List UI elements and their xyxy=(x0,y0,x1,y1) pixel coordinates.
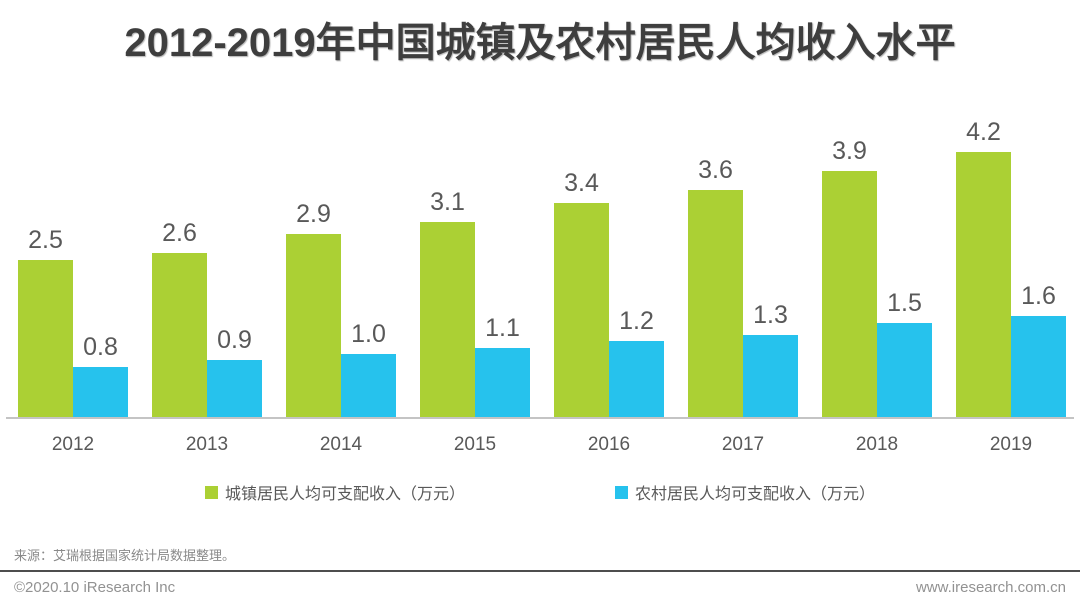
urban-value-label: 2.5 xyxy=(28,225,63,254)
legend: 城镇居民人均可支配收入（万元） 农村居民人均可支配收入（万元） xyxy=(0,480,1080,504)
rural-bar-col: 1.0 xyxy=(341,321,396,417)
urban-bar xyxy=(152,253,207,417)
urban-bar-col: 2.9 xyxy=(286,201,341,417)
bar-group-2018: 3.9 1.5 xyxy=(822,138,932,417)
legend-item-rural: 农村居民人均可支配收入（万元） xyxy=(615,480,875,504)
rural-value-label: 1.5 xyxy=(887,288,922,317)
bar-group-2016: 3.4 1.2 xyxy=(554,170,664,417)
urban-bar-col: 3.9 xyxy=(822,138,877,417)
rural-bar-col: 1.6 xyxy=(1011,283,1066,417)
urban-bar-col: 4.2 xyxy=(956,119,1011,417)
x-axis-label-2016: 2016 xyxy=(587,434,631,455)
urban-bar-col: 2.5 xyxy=(18,225,73,417)
rural-value-label: 1.1 xyxy=(485,313,520,342)
urban-value-label: 3.6 xyxy=(698,156,733,185)
bar-group-2013: 2.6 0.9 xyxy=(152,220,262,417)
bar-group-2014: 2.9 1.0 xyxy=(286,201,396,417)
urban-value-label: 4.2 xyxy=(966,118,1001,147)
legend-label-rural: 农村居民人均可支配收入（万元） xyxy=(635,486,876,503)
legend-item-urban: 城镇居民人均可支配收入（万元） xyxy=(204,480,465,504)
rural-bar xyxy=(475,347,530,417)
source-note: 来源：艾瑞根据国家统计局数据整理。 xyxy=(14,548,236,563)
bar-group-2017: 3.6 1.3 xyxy=(688,157,798,417)
rural-bar xyxy=(1011,316,1066,417)
urban-bar-col: 3.4 xyxy=(554,170,609,417)
x-axis-label-2018: 2018 xyxy=(855,434,899,455)
rural-bar xyxy=(743,335,798,417)
footer-copyright: ©2020.10 iResearch Inc xyxy=(14,579,176,596)
rural-bar xyxy=(877,322,932,417)
x-axis-label-2015: 2015 xyxy=(453,434,497,455)
bar-group-2012: 2.5 0.8 xyxy=(18,225,128,417)
plot-area: 2.5 0.8 2.6 0.9 2.9 1.0 3.1 1.1 3.4 1.2 3.6 1.3 3.9 1… xyxy=(18,117,1066,417)
footer-website: www.iresearch.com.cn xyxy=(915,579,1066,596)
rural-bar-col: 0.8 xyxy=(73,334,128,417)
urban-bar xyxy=(822,171,877,417)
urban-bar-col: 3.1 xyxy=(420,189,475,417)
rural-bar-col: 1.5 xyxy=(877,288,932,417)
urban-bar xyxy=(18,259,73,417)
urban-bar xyxy=(286,234,341,417)
legend-swatch-icon xyxy=(615,485,628,499)
urban-value-label: 3.9 xyxy=(832,137,867,166)
urban-value-label: 3.4 xyxy=(564,168,599,197)
rural-value-label: 0.9 xyxy=(217,326,252,355)
legend-swatch-icon xyxy=(204,485,218,499)
rural-value-label: 1.6 xyxy=(1021,282,1056,311)
x-axis-label-2013: 2013 xyxy=(185,434,229,455)
rural-bar-col: 1.2 xyxy=(609,308,664,417)
x-axis-label-2019: 2019 xyxy=(989,434,1033,455)
urban-bar xyxy=(554,202,609,417)
rural-bar xyxy=(341,354,396,417)
footer: ©2020.10 iResearch Inc www.iresearch.com… xyxy=(14,579,1066,596)
bar-group-2019: 4.2 1.6 xyxy=(956,119,1066,417)
urban-bar-col: 2.6 xyxy=(152,220,207,417)
rural-value-label: 1.3 xyxy=(753,301,788,330)
urban-value-label: 3.1 xyxy=(430,187,465,216)
rural-bar-col: 0.9 xyxy=(207,327,262,417)
rural-bar-col: 1.3 xyxy=(743,302,798,417)
rural-value-label: 1.0 xyxy=(351,320,386,348)
x-axis-label-2014: 2014 xyxy=(319,434,363,455)
rural-bar xyxy=(609,341,664,417)
x-axis-label-2017: 2017 xyxy=(721,434,765,455)
footer-divider xyxy=(0,570,1080,572)
x-axis-label-2012: 2012 xyxy=(51,434,95,455)
urban-bar xyxy=(420,221,475,417)
rural-value-label: 1.2 xyxy=(619,307,654,336)
rural-bar-col: 1.1 xyxy=(475,315,530,417)
urban-value-label: 2.6 xyxy=(162,219,197,248)
bar-group-2015: 3.1 1.1 xyxy=(420,189,530,417)
chart-title: 2012-2019年中国城镇及农村居民人均收入水平 xyxy=(124,21,956,65)
urban-bar xyxy=(956,152,1011,417)
legend-label-urban: 城镇居民人均可支配收入（万元） xyxy=(224,486,465,503)
x-axis-line xyxy=(6,417,1074,419)
urban-bar xyxy=(688,190,743,417)
rural-bar xyxy=(207,360,262,417)
rural-bar xyxy=(73,366,128,417)
x-axis-labels: 2012 2013 2014 2015 2016 2017 2018 2019 xyxy=(18,434,1066,456)
urban-bar-col: 3.6 xyxy=(688,157,743,417)
urban-value-label: 2.9 xyxy=(296,200,331,229)
rural-value-label: 0.8 xyxy=(83,332,118,361)
